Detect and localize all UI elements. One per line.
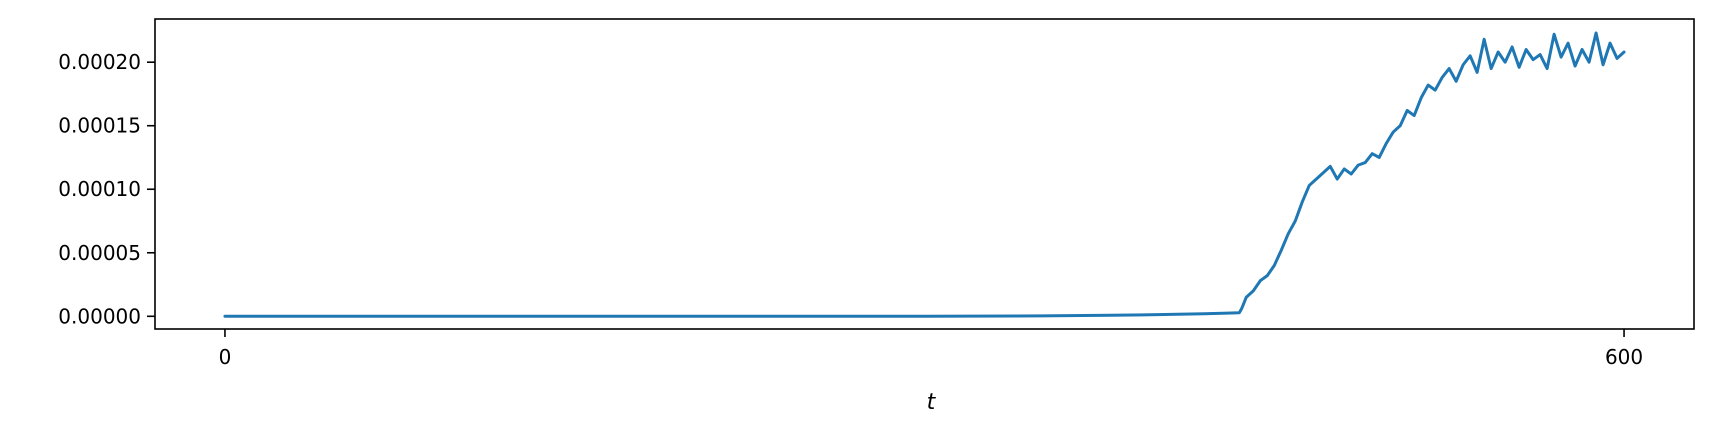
x-axis-label: t <box>927 390 937 415</box>
series-line-0 <box>223 31 1626 318</box>
y-tick-label: 0.00005 <box>58 241 141 265</box>
y-tick-label: 0.00020 <box>58 50 141 74</box>
y-axis-ticks: 0.00000 0.00005 0.00010 0.00015 0.00020 <box>58 50 155 328</box>
y-tick-label: 0.00015 <box>58 114 141 138</box>
series-layer <box>223 31 1626 318</box>
y-tick-label: 0.00000 <box>58 304 141 328</box>
y-tick-label: 0.00010 <box>58 177 141 201</box>
x-tick-label: 600 <box>1605 345 1643 369</box>
x-tick-label: 0 <box>219 345 232 369</box>
axes-frame <box>154 18 1695 330</box>
x-axis-ticks: 0 600 <box>219 329 1643 369</box>
